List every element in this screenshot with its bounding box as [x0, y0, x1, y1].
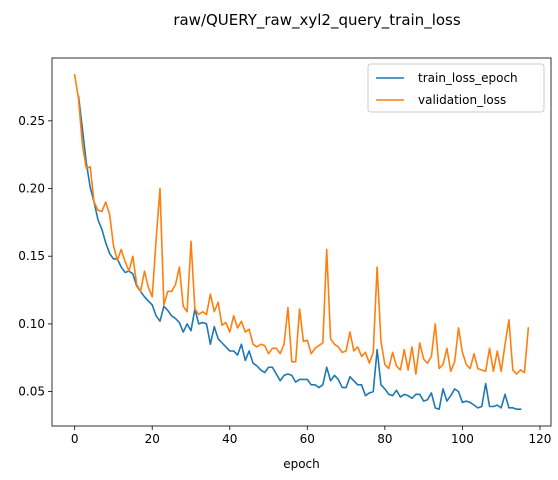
y-axis: 0.05 0.10 0.15 0.20 0.25 — [18, 114, 52, 399]
legend-box — [367, 63, 545, 113]
series-line-train-loss-epoch — [77, 95, 522, 411]
chart-title: raw/QUERY_raw_xyl2_query_train_loss — [173, 11, 461, 30]
x-tick-label: 80 — [377, 432, 392, 446]
x-axis-label: epoch — [283, 457, 320, 471]
legend: train_loss_epoch validation_loss — [367, 63, 545, 113]
y-tick-label: 0.25 — [18, 114, 45, 128]
x-tick-label: 120 — [528, 432, 551, 446]
y-tick-label: 0.20 — [18, 182, 45, 196]
x-tick-label: 20 — [145, 432, 160, 446]
plot-area — [51, 57, 552, 427]
y-tick-label: 0.05 — [18, 385, 45, 399]
x-tick-label: 40 — [222, 432, 237, 446]
series-layer — [73, 73, 530, 411]
y-tick-label: 0.15 — [18, 249, 45, 263]
x-tick-label: 0 — [71, 432, 79, 446]
x-tick-label: 100 — [451, 432, 474, 446]
x-tick-label: 60 — [300, 432, 315, 446]
legend-label: validation_loss — [418, 93, 506, 107]
y-tick-label: 0.10 — [18, 317, 45, 331]
plot-frame — [51, 57, 552, 427]
plot-background — [52, 58, 551, 426]
legend-label: train_loss_epoch — [418, 71, 518, 85]
x-axis: 0 20 40 60 80 100 120 — [71, 426, 551, 446]
series-line-validation-loss — [73, 73, 530, 375]
